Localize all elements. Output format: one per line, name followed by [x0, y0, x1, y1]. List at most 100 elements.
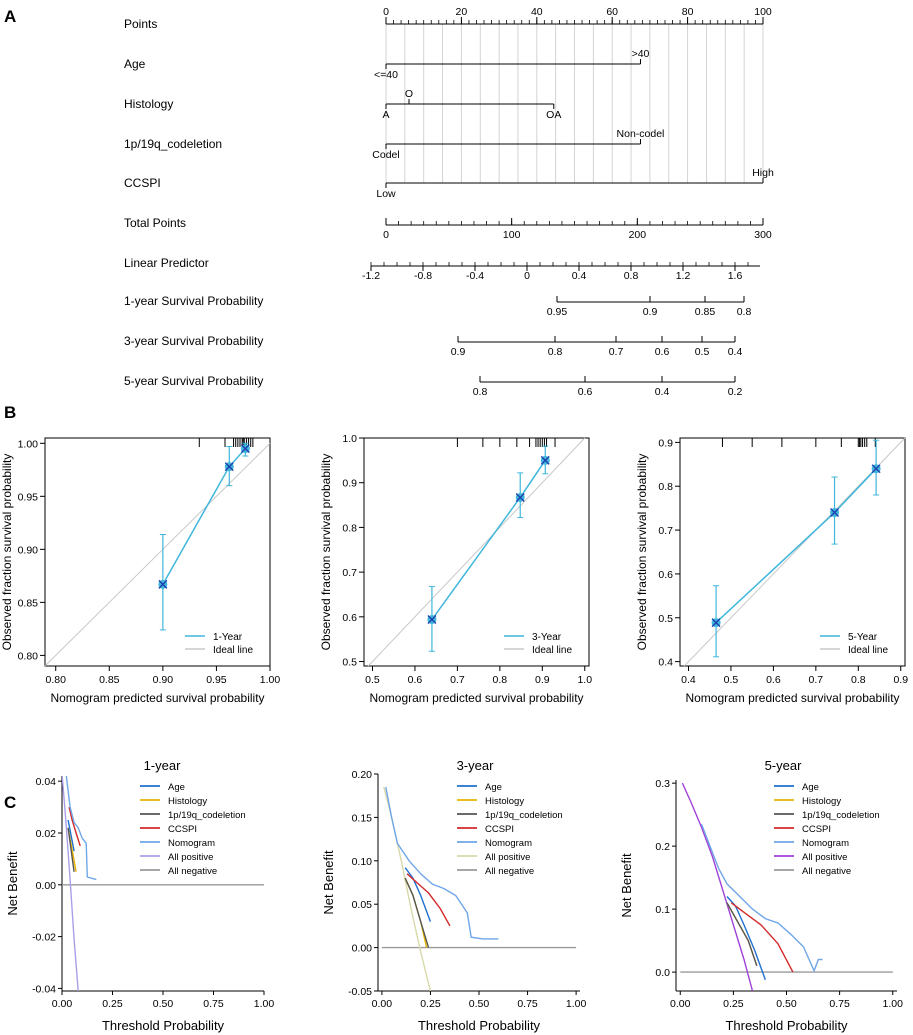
plot-frame [679, 437, 906, 667]
x-tick-label: 0.00 [670, 998, 691, 1010]
x-axis-title: Threshold Probability [102, 1018, 225, 1033]
level-label: Low [376, 188, 396, 200]
x-tick-label: 1.00 [566, 998, 587, 1010]
tick-label: 60 [606, 6, 618, 18]
tick-label: 0 [524, 270, 530, 282]
y-tick-label: -0.04 [32, 983, 56, 995]
y-tick-label: 0.5 [342, 657, 357, 669]
x-tick-label: 0.8 [493, 674, 508, 686]
y-tick-label: -0.02 [32, 932, 56, 944]
legend-label: Histology [485, 796, 524, 807]
row-label-5-year-survival-probability: 5-year Survival Probability [124, 374, 263, 388]
x-tick-label: 0.95 [206, 674, 227, 686]
tick-label: 1.2 [676, 270, 691, 282]
y-tick-label: 0.90 [18, 544, 39, 556]
y-tick-label: 0.95 [18, 491, 39, 503]
tick-label: -0.4 [466, 270, 484, 282]
legend-label: Age [485, 782, 502, 793]
calibration-plot-3: 0.4 0.5 0.6 0.7 0.8 0.9 0.4 0.5 0.6 0.7 0.8 0.9 Nomo… [635, 437, 908, 705]
tick-label: 0.85 [695, 306, 716, 318]
legend-label: All positive [802, 852, 847, 863]
y-tick-label: 0.00 [36, 880, 57, 892]
x-tick-label: 0.00 [372, 998, 393, 1010]
y-axis-title: Net Benefit [321, 850, 336, 915]
legend-label: All positive [485, 852, 530, 863]
y-tick-label: 0.0 [655, 967, 670, 979]
row-label-total-points: Total Points [124, 216, 186, 230]
x-axis-title: Nomogram predicted survival probability [685, 691, 899, 705]
calibration-plots: 0.80 0.85 0.90 0.95 1.000.800.850.900.951.00… [0, 433, 908, 705]
x-tick-label: 0.8 [851, 674, 866, 686]
x-tick-label: 0.25 [723, 998, 744, 1010]
x-tick-label: 0.25 [102, 998, 123, 1010]
y-tick-label: -0.05 [348, 986, 372, 998]
tick-label: 0.5 [695, 346, 710, 358]
curve-all-positive [681, 782, 754, 991]
observed-marker [240, 444, 250, 454]
y-tick-label: 1.00 [18, 438, 39, 450]
observed-marker [224, 462, 234, 472]
x-tick-label: 0.00 [52, 998, 73, 1010]
x-axis-title: Threshold Probability [725, 1018, 848, 1033]
legend-label: Histology [802, 796, 841, 807]
x-tick-label: 1.00 [260, 674, 281, 686]
tick-label: 0.8 [624, 270, 639, 282]
level-label: OA [546, 109, 561, 121]
legend-label: Ideal line [848, 645, 888, 656]
x-tick-label: 0.80 [45, 674, 66, 686]
level-label: O [405, 88, 413, 100]
x-tick-label: 0.5 [724, 674, 739, 686]
curve-nomogram [385, 786, 499, 940]
x-tick-label: 0.75 [203, 998, 224, 1010]
tick-label: 0 [383, 229, 389, 241]
tick-label: 0.7 [609, 346, 624, 358]
row-label-histology: Histology [124, 97, 173, 111]
x-axis-title: Threshold Probability [418, 1018, 541, 1033]
plot-title: 3-year [457, 758, 495, 773]
y-tick-label: 0.9 [342, 478, 357, 490]
legend-label: All positive [168, 852, 213, 863]
plot-title: 5-year [765, 758, 803, 773]
y-tick-label: 0.9 [658, 437, 673, 449]
x-axis-title: Nomogram predicted survival probability [369, 691, 583, 705]
y-tick-label: 0.4 [658, 657, 673, 669]
plot-frame [44, 437, 271, 667]
curve-histology [726, 902, 758, 967]
y-tick-label: 0.15 [352, 812, 373, 824]
level-label: <=40 [374, 69, 398, 81]
tick-label: -0.8 [414, 270, 432, 282]
y-tick-label: 0.5 [658, 613, 673, 625]
row-label-1p-19q-codeletion: 1p/19q_codeletion [124, 137, 222, 151]
row-label-ccspi: CCSPI [124, 176, 161, 190]
row-label-points: Points [124, 17, 157, 31]
tick-label: 0.8 [473, 386, 488, 398]
legend-label: 5-Year [848, 632, 878, 643]
row-label-3-year-survival-probability: 3-year Survival Probability [124, 334, 263, 348]
level-label: A [382, 109, 389, 121]
x-tick-label: 0.5 [365, 674, 380, 686]
level-label: High [752, 167, 774, 179]
y-tick-label: 0.7 [342, 567, 357, 579]
row-label-age: Age [124, 57, 146, 71]
x-tick-label: 0.6 [408, 674, 423, 686]
x-tick-label: 1.00 [883, 998, 904, 1010]
y-axis-title: Net Benefit [5, 851, 20, 916]
tick-label: 1.6 [728, 270, 743, 282]
legend-label: Nomogram [802, 838, 849, 849]
observed-marker [540, 455, 550, 465]
y-tick-label: 0.85 [18, 597, 39, 609]
curve-age [726, 896, 766, 980]
legend-label: Nomogram [168, 838, 215, 849]
tick-label: 0.4 [655, 386, 670, 398]
x-tick-label: 1.0 [577, 674, 592, 686]
tick-label: 0.2 [728, 386, 743, 398]
tick-label: 0.4 [572, 270, 587, 282]
legend-label: All negative [168, 866, 217, 877]
curve-age [404, 867, 432, 922]
y-tick-label: 0.3 [655, 778, 670, 790]
curve-1p-19q-codeletion [404, 877, 430, 948]
tick-label: 0.6 [655, 346, 670, 358]
tick-label: 0.9 [451, 346, 466, 358]
y-tick-label: 0.8 [658, 481, 673, 493]
